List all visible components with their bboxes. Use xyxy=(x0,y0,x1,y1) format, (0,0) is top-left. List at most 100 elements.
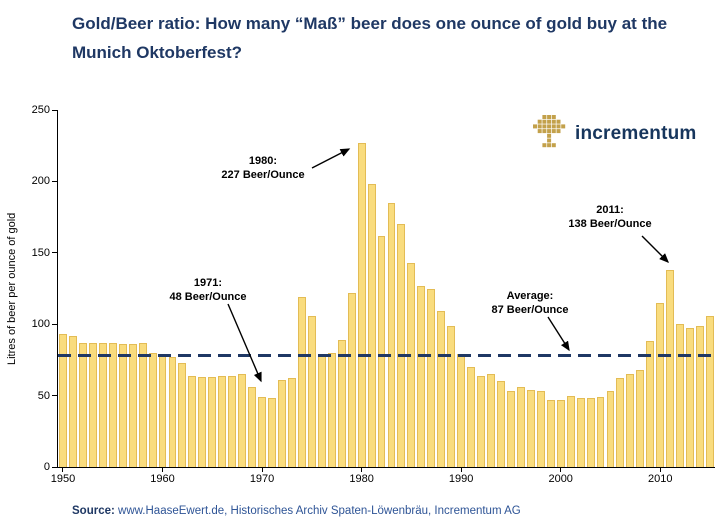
bar-1962 xyxy=(178,362,187,467)
annotation-1980-value: 227 Beer/Ounce xyxy=(221,169,305,181)
bar-1996 xyxy=(516,387,525,467)
x-tick-label-1970: 1970 xyxy=(249,473,275,485)
incrementum-logo: incrementum xyxy=(533,115,697,153)
bar-1972 xyxy=(278,379,286,467)
bar-2010 xyxy=(656,302,665,467)
x-tick-label-1990: 1990 xyxy=(448,473,474,485)
bar-1950 xyxy=(59,334,67,467)
bar-2011 xyxy=(666,269,675,467)
bar-2001 xyxy=(566,395,575,467)
bar-1982 xyxy=(377,235,386,467)
annotation-2011-year: 2011: xyxy=(596,204,624,216)
bar-1981 xyxy=(367,184,376,467)
bar-2004 xyxy=(596,397,605,467)
bar-2013 xyxy=(686,328,695,467)
bar-2014 xyxy=(696,325,705,467)
bar-1964 xyxy=(198,377,207,467)
y-tick-mark xyxy=(52,109,58,111)
bar-1974 xyxy=(297,297,306,467)
chart-title: Gold/Beer ratio: How many “Maß” beer doe… xyxy=(72,14,668,62)
x-tick-mark xyxy=(659,467,661,472)
bar-1959 xyxy=(148,352,157,467)
bar-1987 xyxy=(427,288,436,467)
bar-2000 xyxy=(556,399,565,467)
bar-1954 xyxy=(98,342,107,467)
bar-1991 xyxy=(467,367,476,467)
bar-1977 xyxy=(327,352,336,467)
bar-1988 xyxy=(437,311,446,467)
bar-2003 xyxy=(586,398,595,467)
y-tick-mark xyxy=(52,323,58,325)
y-axis-title: Litres of beer per ounce of gold xyxy=(6,212,18,366)
bar-1957 xyxy=(128,344,137,467)
bar-1995 xyxy=(506,391,515,467)
annotation-average-label: Average: xyxy=(506,290,554,302)
bar-1993 xyxy=(487,374,495,467)
x-tick-label-1950: 1950 xyxy=(50,473,76,485)
bar-2002 xyxy=(576,398,585,467)
source-label: Source: xyxy=(72,505,115,517)
annotation-average-value: 87 Beer/Ounce xyxy=(491,304,569,316)
bar-1965 xyxy=(208,377,217,467)
bar-2006 xyxy=(616,378,625,467)
annotation-1980-year: 1980: xyxy=(248,155,278,167)
y-tick-label-150: 150 xyxy=(31,246,50,259)
y-tick-mark xyxy=(52,395,58,397)
x-tick-label-2010: 2010 xyxy=(648,473,673,485)
bar-1994 xyxy=(497,381,505,467)
bar-1984 xyxy=(397,224,406,467)
bar-1990 xyxy=(457,354,466,467)
source-text: www.HaaseEwert.de, Historisches Archiv S… xyxy=(118,505,521,517)
bar-2005 xyxy=(606,391,615,467)
bar-1986 xyxy=(417,285,426,467)
annotation-1980: 1980: 227 Beer/Ounce xyxy=(198,154,328,182)
bar-1969 xyxy=(248,387,257,467)
bar-1960 xyxy=(158,354,167,467)
bar-1966 xyxy=(218,375,227,467)
bar-1967 xyxy=(228,375,237,467)
bar-1958 xyxy=(138,342,147,467)
x-tick-mark xyxy=(460,467,462,472)
y-tick-label-50: 50 xyxy=(37,389,50,402)
bar-1983 xyxy=(387,202,396,467)
bar-2008 xyxy=(636,369,645,467)
annotation-1971-year: 1971: xyxy=(193,277,223,289)
bar-1992 xyxy=(477,375,486,467)
bar-1999 xyxy=(546,399,555,467)
bar-1955 xyxy=(108,342,117,467)
y-tick-label-100: 100 xyxy=(31,318,50,331)
annotation-1971: 1971: 48 Beer/Ounce xyxy=(143,276,273,304)
x-tick-label-2000: 2000 xyxy=(548,473,573,485)
bar-1985 xyxy=(407,262,416,467)
bar-1953 xyxy=(88,342,97,467)
bar-2007 xyxy=(626,374,635,467)
annotation-2011-value: 138 Beer/Ounce xyxy=(568,218,652,230)
x-tick-label-1980: 1980 xyxy=(349,473,374,485)
x-tick-label-1960: 1960 xyxy=(150,473,175,485)
x-tick-mark xyxy=(261,467,263,472)
y-tick-label-200: 200 xyxy=(31,175,50,188)
source-line: Source: www.HaaseEwert.de, Historisches … xyxy=(72,505,521,517)
annotation-1971-value: 48 Beer/Ounce xyxy=(169,291,247,303)
y-tick-mark xyxy=(52,252,58,254)
bar-1975 xyxy=(307,315,316,467)
bar-1979 xyxy=(347,292,356,467)
plot-area: 0 50 100 150 200 250 1950 1960 1970 1980 1990 2000 2… xyxy=(32,104,715,485)
bar-1997 xyxy=(526,389,535,467)
x-tick-mark xyxy=(361,467,363,472)
bar-1978 xyxy=(337,339,346,467)
annotation-2011: 2011: 138 Beer/Ounce xyxy=(545,203,675,231)
bar-1973 xyxy=(287,378,296,467)
x-tick-mark xyxy=(62,467,64,472)
y-tick-label-250: 250 xyxy=(31,104,50,116)
bar-1998 xyxy=(536,391,545,467)
x-tick-mark xyxy=(162,467,164,472)
bar-1980 xyxy=(357,142,366,467)
logo-text: incrementum xyxy=(575,123,697,144)
bar-1976 xyxy=(317,355,326,467)
bar-1970 xyxy=(258,397,267,467)
bar-1989 xyxy=(447,325,456,467)
bar-1951 xyxy=(68,335,77,467)
y-tick-mark xyxy=(52,466,58,468)
